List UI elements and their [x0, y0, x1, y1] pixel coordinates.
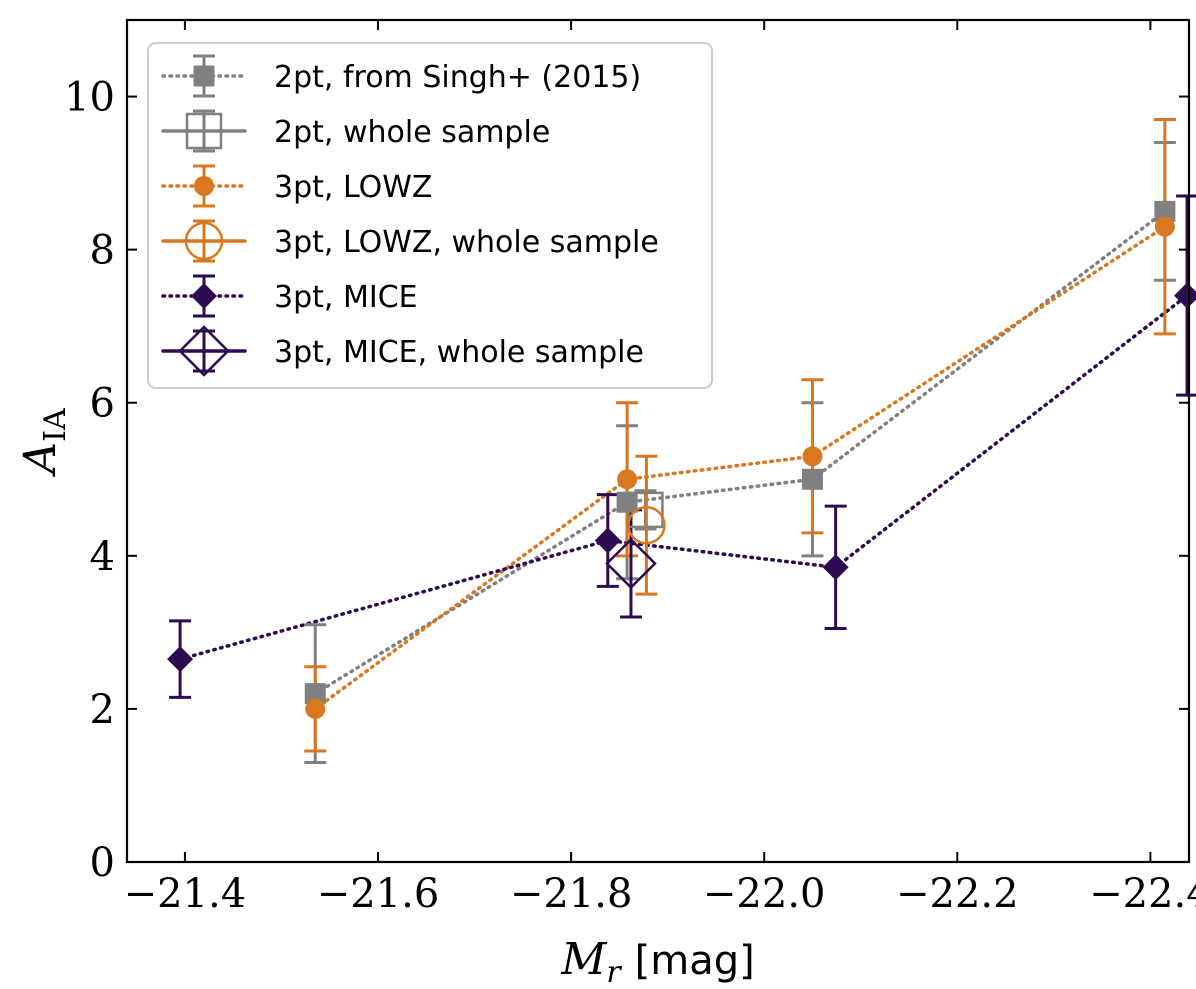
series-lines-layer: [178, 209, 1189, 711]
data-point-2-2: [802, 446, 823, 467]
x-tick-label: −21.6: [317, 871, 440, 917]
data-point-3-0: [627, 505, 666, 545]
x-tick-label: −21.8: [510, 871, 633, 917]
series-line-2: [313, 224, 1167, 711]
data-point-0-2: [801, 468, 823, 490]
y-tick-label: 6: [90, 381, 115, 427]
ticks-layer: −21.4 −21.6 −21.8 −22.0 −22.2 −22.4 0 2 4 6 8 10: [64, 20, 1196, 917]
legend-marker: [191, 283, 217, 309]
data-point-4-0: [167, 646, 194, 673]
x-axis-label: Mr [mag]: [560, 934, 754, 989]
legend: 2pt, from Singh+ (2015) 2pt, whole sample…: [147, 42, 713, 389]
legend-entry-4: 3pt, MICE: [161, 274, 418, 318]
data-point-0-1: [616, 491, 638, 513]
plot-frame: [125, 18, 1191, 864]
series-line-4: [178, 293, 1189, 661]
legend-label: 3pt, LOWZ, whole sample: [274, 225, 659, 260]
legend-marker: [184, 221, 224, 261]
legend-entry-5: 3pt, MICE, whole sample: [161, 325, 644, 377]
legend-label: 2pt, whole sample: [274, 115, 550, 150]
x-tick-label: −21.4: [124, 871, 247, 917]
data-point-1-0: [627, 491, 664, 529]
legend-label: 2pt, from Singh+ (2015): [274, 60, 641, 95]
data-point-2-1: [617, 469, 638, 490]
data-point-2-3: [1154, 216, 1175, 237]
legend-entry-2: 3pt, LOWZ: [161, 164, 432, 208]
y-tick-label: 2: [90, 687, 115, 733]
legend-label: 3pt, LOWZ: [274, 170, 432, 205]
legend-entries: 2pt, from Singh+ (2015) 2pt, whole sample…: [161, 54, 659, 377]
data-point-4-3: [1174, 282, 1196, 309]
legend-marker: [178, 325, 230, 377]
data-point-5-0: [605, 537, 657, 590]
data-point-2-0: [305, 698, 326, 719]
legend-marker: [185, 112, 223, 150]
legend-box: [147, 42, 713, 389]
legend-entry-1: 2pt, whole sample: [161, 109, 550, 153]
legend-marker: [193, 65, 215, 87]
y-axis-label: AIA: [15, 408, 73, 478]
series-line-0: [313, 209, 1167, 696]
legend-entry-3: 3pt, LOWZ, whole sample: [161, 219, 659, 263]
y-tick-label: 0: [90, 840, 115, 886]
markers-layer: [167, 200, 1196, 719]
legend-entry-0: 2pt, from Singh+ (2015): [161, 54, 641, 98]
x-tick-label: −22.0: [703, 871, 826, 917]
y-tick-label: 10: [64, 75, 115, 121]
data-point-4-1: [594, 527, 621, 554]
legend-label: 3pt, MICE: [274, 280, 418, 315]
legend-marker: [194, 176, 214, 196]
data-point-4-2: [822, 554, 849, 581]
x-tick-label: −22.4: [1089, 871, 1196, 917]
y-tick-label: 8: [90, 228, 115, 274]
y-tick-label: 4: [90, 534, 115, 580]
x-tick-label: −22.2: [896, 871, 1019, 917]
legend-label: 3pt, MICE, whole sample: [274, 335, 644, 370]
